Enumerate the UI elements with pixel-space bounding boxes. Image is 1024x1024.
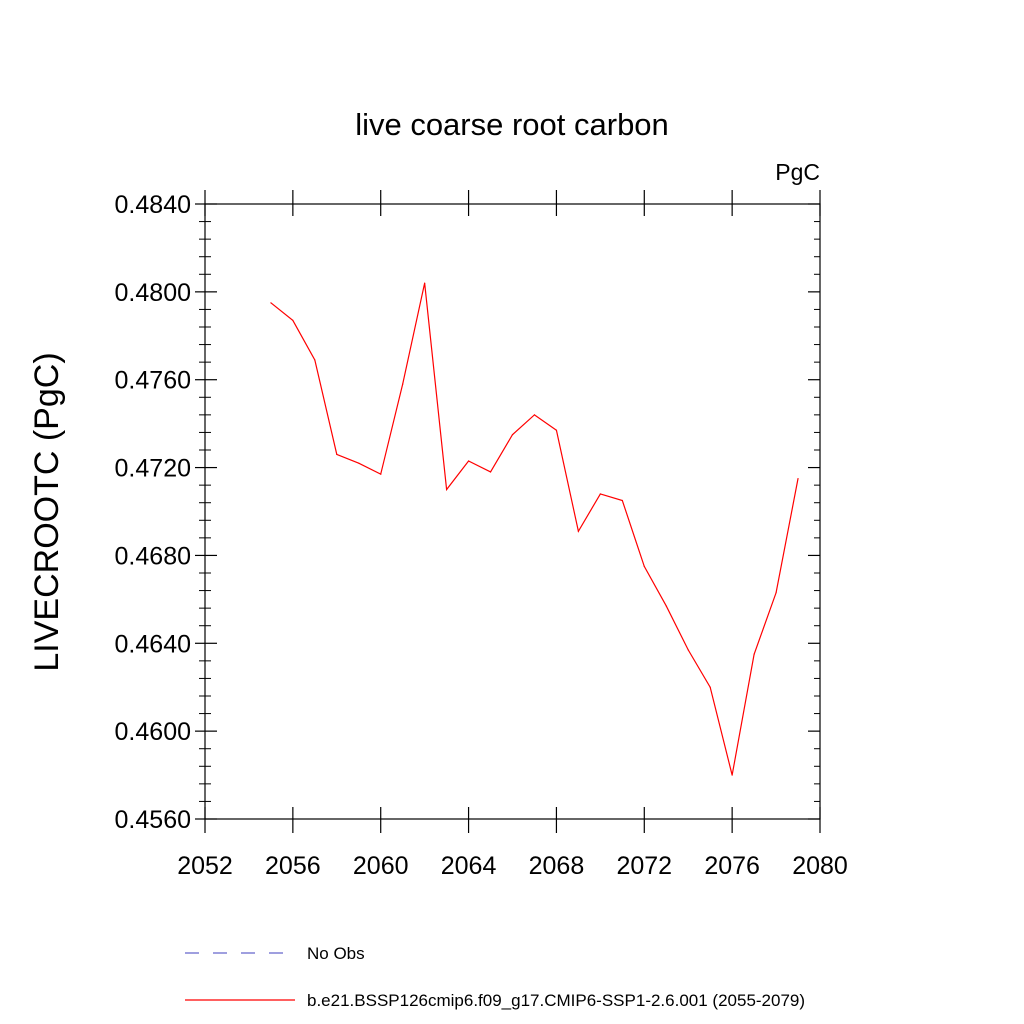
y-axis-label: LIVECROOTC (PgC) [28, 352, 66, 671]
x-tick-label: 2072 [616, 852, 672, 880]
data-point [709, 686, 711, 688]
units-label: PgC [775, 159, 820, 185]
data-point [665, 605, 667, 607]
x-tick-label: 2068 [529, 852, 585, 880]
legend-label-no-obs: No Obs [307, 944, 365, 963]
y-tick-label: 0.4640 [115, 630, 191, 658]
chart-title: live coarse root carbon [355, 107, 669, 142]
data-point [489, 471, 492, 473]
data-point [731, 774, 733, 776]
x-tick-label: 2060 [353, 852, 409, 880]
x-tick-label: 2080 [792, 852, 848, 880]
data-point [446, 488, 448, 491]
data-point [643, 565, 645, 568]
data-point [599, 493, 601, 495]
legend: No Obs b.e21.BSSP126cmip6.f09_g17.CMIP6-… [185, 944, 805, 1010]
series-line [270, 282, 799, 776]
data-point [797, 477, 799, 480]
data-point [292, 319, 294, 322]
legend-label-model-run: b.e21.BSSP126cmip6.f09_g17.CMIP6-SSP1-2.… [307, 991, 805, 1010]
data-point [270, 302, 272, 304]
y-tick-label: 0.4600 [115, 718, 191, 746]
data-point [687, 649, 689, 651]
x-tick-label: 2064 [441, 852, 497, 880]
data-point [380, 473, 382, 475]
y-tick-label: 0.4760 [115, 367, 191, 395]
data-point [775, 592, 777, 594]
y-tick-label: 0.4680 [115, 542, 191, 570]
data-point [358, 462, 360, 464]
data-point [533, 414, 536, 416]
data-point [511, 434, 514, 436]
y-tick-label: 0.4720 [115, 455, 191, 483]
plot-frame [204, 203, 821, 820]
data-point [336, 453, 338, 455]
y-tick-label: 0.4800 [115, 279, 191, 307]
data-point [314, 359, 316, 361]
data-point [424, 282, 426, 284]
x-tick-label: 2076 [704, 852, 760, 880]
x-tick-label: 2056 [265, 852, 321, 880]
data-point [621, 499, 623, 502]
series-layer [270, 282, 799, 776]
data-point [402, 383, 404, 385]
y-tick-label: 0.4840 [115, 191, 191, 219]
data-point [555, 429, 558, 431]
data-point [753, 653, 755, 655]
axis-ticks: 0.4560 0.4600 0.4640 0.4680 0.4720 0.4760 0.48… [115, 190, 848, 880]
data-point [467, 460, 470, 462]
y-tick-label: 0.4560 [115, 806, 191, 834]
x-tick-label: 2052 [177, 852, 233, 880]
data-point [577, 530, 579, 532]
